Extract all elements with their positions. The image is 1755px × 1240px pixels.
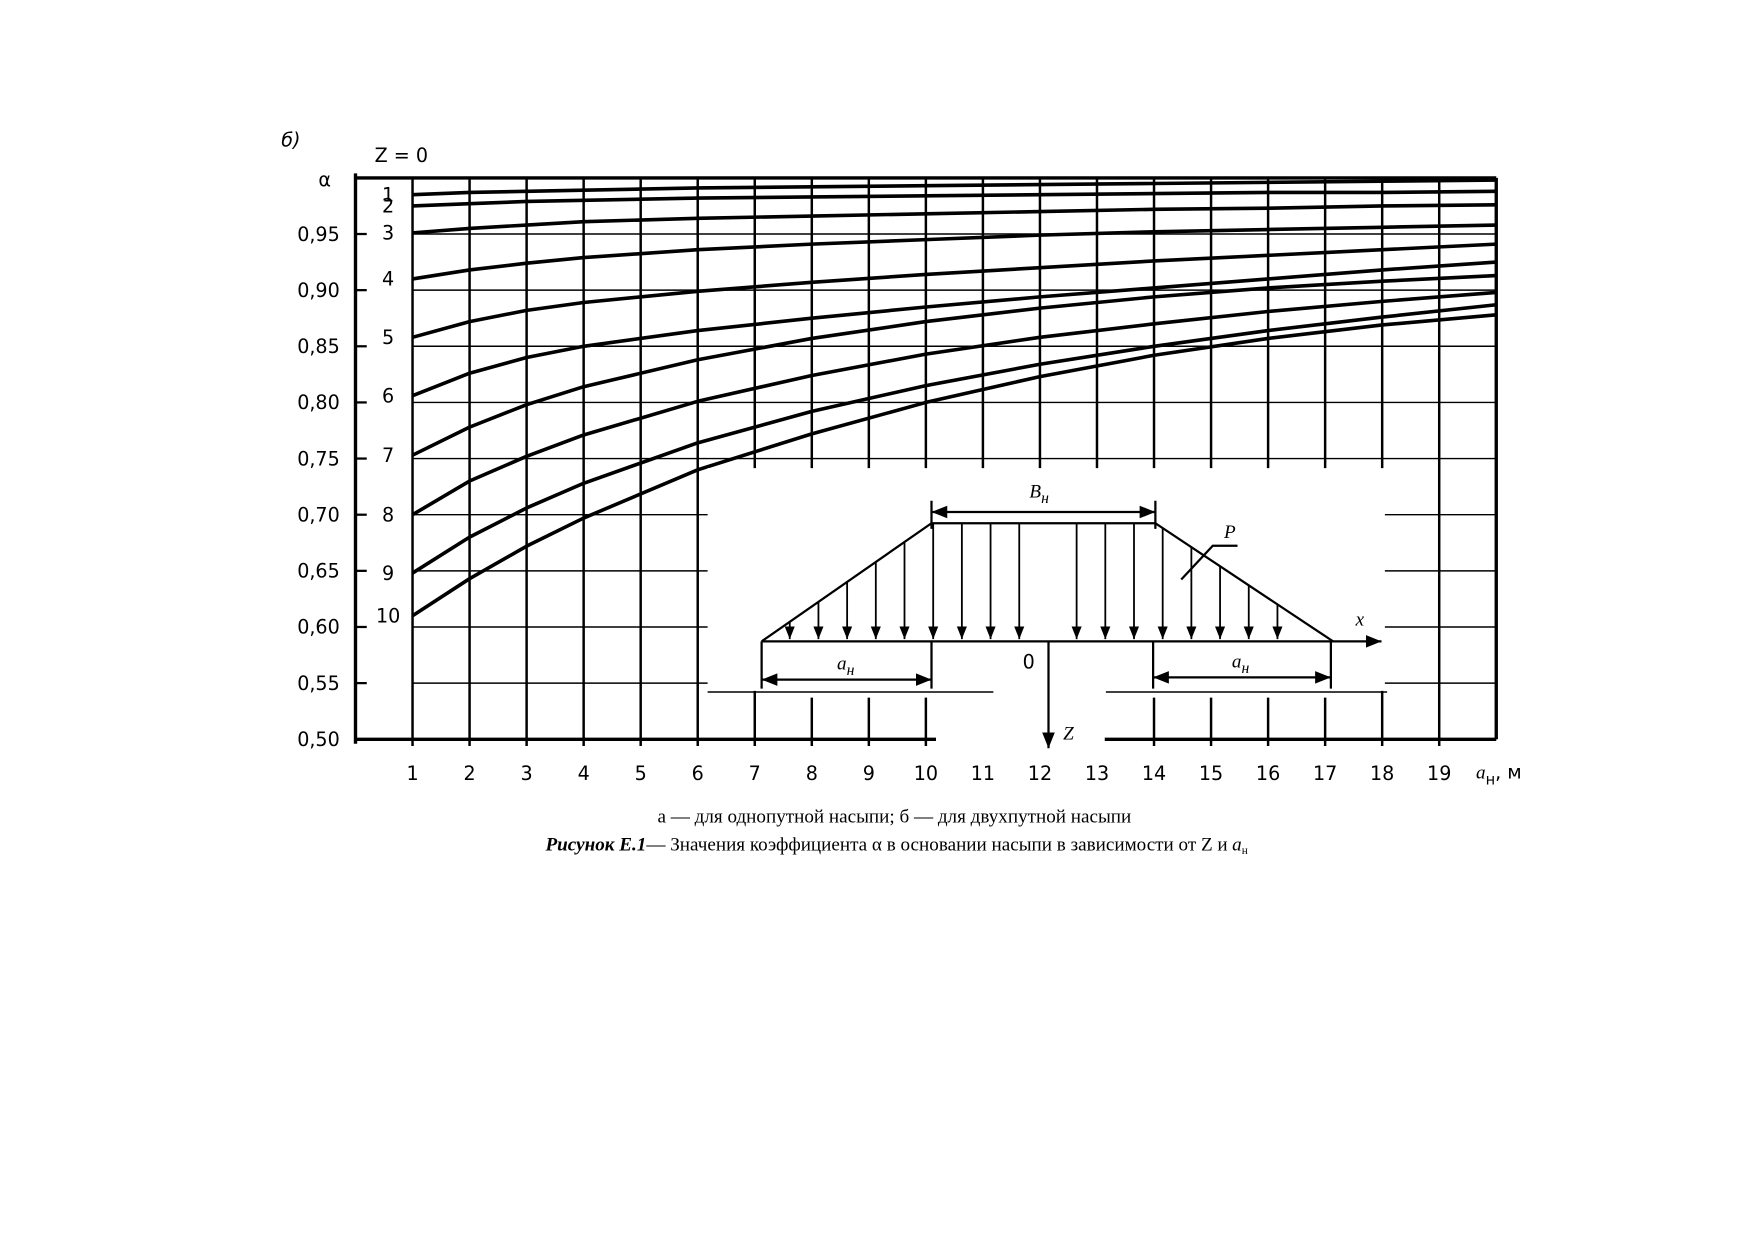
y-tick-label: 0,90 <box>297 279 340 302</box>
figure-number: Рисунок Е.1 <box>545 835 647 856</box>
curve <box>411 302 1497 575</box>
x-tick-label: 12 <box>1028 762 1052 785</box>
curve <box>411 313 1497 618</box>
symbol: a <box>1232 651 1242 672</box>
y-tick-label: 0,65 <box>297 560 340 583</box>
x-tick-label: 14 <box>1142 762 1166 785</box>
x-tick-label: 19 <box>1427 762 1451 785</box>
subscript: н <box>1241 660 1249 677</box>
x-tick-label: 9 <box>863 762 875 785</box>
width-label: Bн <box>1029 481 1049 507</box>
curve <box>412 203 1497 235</box>
symbol: a <box>1476 763 1486 784</box>
series-label: 8 <box>382 503 394 526</box>
legend-title: Z = 0 <box>375 144 428 167</box>
series-label: 5 <box>382 326 394 349</box>
left-width-label: aн <box>837 654 855 680</box>
series-label: 1 <box>382 183 394 206</box>
curve <box>412 242 1497 340</box>
series-label: 7 <box>382 444 394 467</box>
x-axis-label: aн, м <box>1476 761 1522 789</box>
curve <box>411 290 1497 517</box>
curve <box>411 260 1497 398</box>
x-tick-label: 6 <box>692 762 704 785</box>
y-tick-label: 0,80 <box>297 391 340 414</box>
symbol: a <box>1232 835 1242 856</box>
subscript: н <box>1041 490 1049 507</box>
series-label: 4 <box>382 268 394 291</box>
y-tick-label: 0,70 <box>297 503 340 526</box>
x-tick-label: 17 <box>1313 762 1337 785</box>
x-tick-label: 16 <box>1256 762 1280 785</box>
x-tick-label: 10 <box>914 762 938 785</box>
unit: , м <box>1495 761 1522 784</box>
x-tick-label: 11 <box>971 762 995 785</box>
x-tick-label: 13 <box>1085 762 1109 785</box>
y-tick-label: 0,55 <box>297 672 340 695</box>
series-label: 9 <box>382 562 394 585</box>
z-axis-label: Z <box>1063 723 1074 744</box>
y-tick-label: 0,60 <box>297 616 340 639</box>
curve <box>412 223 1497 281</box>
series-label: 3 <box>382 222 394 245</box>
series-label: 6 <box>382 384 394 407</box>
inset-background <box>936 675 1105 754</box>
x-tick-label: 1 <box>406 762 418 785</box>
subscript: н <box>1486 771 1496 788</box>
y-tick-label: 0,85 <box>297 335 340 358</box>
panel-label: б) <box>281 128 300 151</box>
series-label: 10 <box>376 604 400 627</box>
x-tick-label: 4 <box>578 762 590 785</box>
series-label: 2 <box>382 195 394 218</box>
inset-background <box>707 468 1385 691</box>
x-tick-label: 18 <box>1370 762 1394 785</box>
curve <box>412 178 1497 197</box>
x-tick-label: 15 <box>1199 762 1223 785</box>
load-label: P <box>1223 522 1236 543</box>
x-tick-label: 2 <box>463 762 475 785</box>
right-width-label: aн <box>1232 651 1250 677</box>
curve <box>411 273 1497 457</box>
symbol: a <box>837 654 847 675</box>
y-axis-label: α <box>318 168 331 191</box>
caption-text: — Значения коэффициента α в основании на… <box>645 835 1227 856</box>
x-tick-label: 8 <box>806 762 818 785</box>
x-axis-label: x <box>1355 610 1365 631</box>
x-tick-label: 7 <box>749 762 761 785</box>
y-tick-label: 0,75 <box>297 447 340 470</box>
x-tick-label: 3 <box>521 762 533 785</box>
curve <box>412 189 1497 208</box>
inset-diagram: Bн P x 0 Z aн aн <box>707 468 1388 754</box>
origin-label: 0 <box>1023 650 1035 673</box>
caption: Рисунок Е.1— Значения коэффициента α в о… <box>545 835 1248 857</box>
subscript: н <box>1242 845 1248 857</box>
caption-subtitle: а — для однопутной насыпи; б — для двухп… <box>657 807 1131 828</box>
x-tick-label: 5 <box>635 762 647 785</box>
y-tick-label: 0,50 <box>297 728 340 751</box>
subscript: н <box>847 662 855 679</box>
symbol: B <box>1029 481 1041 502</box>
y-tick-label: 0,95 <box>297 223 340 246</box>
